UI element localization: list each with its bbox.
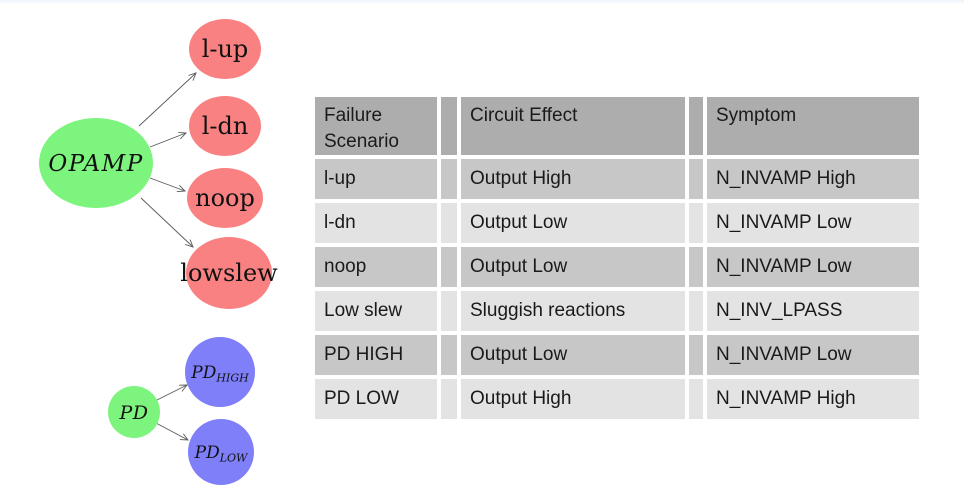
pd-high-node-shape: [185, 337, 255, 407]
edge-opamp-to-l-dn: [149, 133, 186, 148]
pd-high-subscript-text: HIGH: [215, 372, 249, 385]
pd-high-node-label: PDHIGH: [190, 363, 249, 385]
pd-low-node-shape: [188, 419, 254, 485]
spacer-cell: [441, 159, 457, 199]
table-row: l-dn Output Low N_INVAMP Low: [315, 203, 919, 243]
pd-node-label: PD: [118, 402, 148, 424]
header-spacer-cell: [441, 97, 457, 155]
table-row: PD LOW Output High N_INVAMP High: [315, 379, 919, 419]
failure-node-l-up: l-up: [189, 19, 261, 79]
l-up-node-label: l-up: [202, 35, 249, 63]
spacer-cell: [441, 203, 457, 243]
noop-node-shape: [187, 168, 263, 228]
failure-node-l-dn: l-dn: [189, 96, 261, 156]
pd-low-subscript-text: LOW: [219, 452, 249, 465]
spacer-cell: [689, 379, 703, 419]
opamp-root-node: OPAMP: [39, 118, 153, 208]
l-dn-node-shape: [189, 96, 261, 156]
edge-opamp-to-noop: [149, 177, 185, 191]
table-row: PD HIGH Output Low N_INVAMP Low: [315, 335, 919, 375]
spacer-cell: [689, 159, 703, 199]
cell-circuit-effect: Sluggish reactions: [461, 291, 685, 331]
cell-circuit-effect: Output Low: [461, 247, 685, 287]
top-highlight-bar: [0, 0, 964, 4]
spacer-cell: [441, 379, 457, 419]
cell-symptom: N_INVAMP Low: [707, 247, 919, 287]
cell-circuit-effect: Output Low: [461, 203, 685, 243]
edge-pd-to-pd-high: [156, 385, 187, 401]
spacer-cell: [441, 291, 457, 331]
cell-circuit-effect: Output High: [461, 379, 685, 419]
noop-node-label: noop: [195, 184, 255, 212]
table-row: Low slew Sluggish reactions N_INV_LPASS: [315, 291, 919, 331]
column-header-circuit-effect: Circuit Effect: [461, 97, 685, 155]
spacer-cell: [689, 203, 703, 243]
lowslew-node-label: lowslew: [180, 259, 278, 287]
cell-failure-scenario: Low slew: [315, 291, 437, 331]
cell-symptom: N_INVAMP Low: [707, 203, 919, 243]
pd-high-base-text: PD: [190, 363, 216, 383]
table-row: l-up Output High N_INVAMP High: [315, 159, 919, 199]
cell-symptom: N_INVAMP Low: [707, 335, 919, 375]
pd-low-node: PDLOW: [188, 419, 254, 485]
spacer-cell: [441, 247, 457, 287]
cell-failure-scenario: noop: [315, 247, 437, 287]
pd-root-node: PD: [108, 386, 160, 438]
table-row: noop Output Low N_INVAMP Low: [315, 247, 919, 287]
edge-opamp-to-lowslew: [140, 197, 193, 247]
cell-circuit-effect: Output High: [461, 159, 685, 199]
header-spacer-cell: [689, 97, 703, 155]
spacer-cell: [441, 335, 457, 375]
failure-symptom-table: Failure Scenario Circuit Effect Symptom …: [311, 93, 923, 423]
opamp-node-label: OPAMP: [48, 151, 143, 177]
cell-failure-scenario: l-dn: [315, 203, 437, 243]
l-up-node-shape: [189, 19, 261, 79]
cell-symptom: N_INV_LPASS: [707, 291, 919, 331]
cell-symptom: N_INVAMP High: [707, 379, 919, 419]
failure-node-lowslew: lowslew: [180, 237, 278, 309]
edge-opamp-to-l-up: [138, 73, 196, 127]
cell-failure-scenario: PD HIGH: [315, 335, 437, 375]
pd-low-node-label: PDLOW: [194, 443, 249, 465]
column-header-symptom: Symptom: [707, 97, 919, 155]
l-dn-node-label: l-dn: [202, 112, 249, 140]
edge-pd-to-pd-low: [155, 422, 188, 440]
opamp-node-shape: [39, 118, 153, 208]
cell-circuit-effect: Output Low: [461, 335, 685, 375]
lowslew-node-shape: [186, 237, 272, 309]
spacer-cell: [689, 247, 703, 287]
table-header-row: Failure Scenario Circuit Effect Symptom: [315, 97, 919, 155]
spacer-cell: [689, 291, 703, 331]
cell-failure-scenario: l-up: [315, 159, 437, 199]
pd-node-shape: [108, 386, 160, 438]
pd-high-node: PDHIGH: [185, 337, 255, 407]
cell-failure-scenario: PD LOW: [315, 379, 437, 419]
cell-symptom: N_INVAMP High: [707, 159, 919, 199]
column-header-failure-scenario: Failure Scenario: [315, 97, 437, 155]
failure-node-noop: noop: [187, 168, 263, 228]
fault-tree-diagram: OPAMP l-up l-dn noop lowslew PD PDHIGH P…: [39, 19, 278, 485]
pd-low-base-text: PD: [194, 443, 220, 463]
spacer-cell: [689, 335, 703, 375]
